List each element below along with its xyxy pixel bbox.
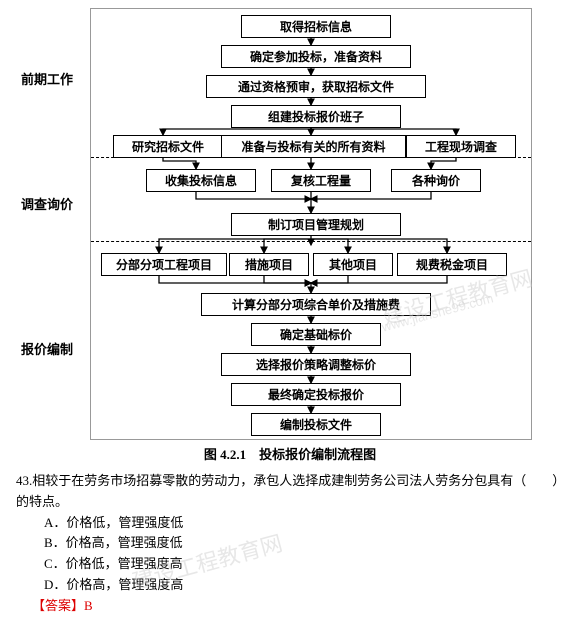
flow-box: 收集投标信息 bbox=[146, 169, 256, 192]
flow-box: 确定基础标价 bbox=[251, 323, 381, 346]
flow-box: 编制投标文件 bbox=[251, 413, 381, 436]
option: C．价格低，管理强度高 bbox=[44, 554, 564, 575]
flow-box: 其他项目 bbox=[313, 253, 393, 276]
figure-caption: 图 4.2.1 投标报价编制流程图 bbox=[0, 444, 580, 463]
flow-box: 工程现场调查 bbox=[406, 135, 516, 158]
option: A．价格低，管理强度低 bbox=[44, 513, 564, 534]
flow-box: 各种询价 bbox=[391, 169, 481, 192]
option: D．价格高，管理强度高 bbox=[44, 575, 564, 596]
flow-box: 措施项目 bbox=[229, 253, 309, 276]
question-number: 43. bbox=[16, 473, 32, 488]
flow-box: 计算分部分项综合单价及措施费 bbox=[201, 293, 431, 316]
divider bbox=[91, 241, 531, 242]
flow-box: 选择报价策略调整标价 bbox=[221, 353, 411, 376]
section-label: 报价编制 bbox=[21, 339, 73, 358]
answer-value: B bbox=[84, 598, 93, 613]
flow-box: 研究招标文件 bbox=[113, 135, 223, 158]
option: B．价格高，管理强度低 bbox=[44, 533, 564, 554]
section-label: 调查询价 bbox=[21, 194, 73, 213]
flow-box: 确定参加投标，准备资料 bbox=[221, 45, 411, 68]
flowchart: 前期工作调查询价报价编制取得招标信息确定参加投标，准备资料通过资格预审，获取招标… bbox=[90, 8, 532, 440]
section-label: 前期工作 bbox=[21, 69, 73, 88]
flow-box: 最终确定投标报价 bbox=[231, 383, 401, 406]
flow-box: 通过资格预审，获取招标文件 bbox=[206, 75, 426, 98]
question-stem: 相较于在劳务市场招募零散的劳动力，承包人选择成建制劳务公司法人劳务分包具有（ ）… bbox=[16, 473, 559, 509]
flow-box: 组建投标报价班子 bbox=[231, 105, 401, 128]
answer-label: 【答案】 bbox=[32, 598, 84, 613]
flow-box: 准备与投标有关的所有资料 bbox=[221, 135, 406, 158]
flow-box: 分部分项工程项目 bbox=[101, 253, 227, 276]
flow-box: 取得招标信息 bbox=[241, 15, 391, 38]
flow-box: 复核工程量 bbox=[271, 169, 371, 192]
flow-box: 规费税金项目 bbox=[397, 253, 507, 276]
flow-box: 制订项目管理规划 bbox=[231, 213, 401, 236]
